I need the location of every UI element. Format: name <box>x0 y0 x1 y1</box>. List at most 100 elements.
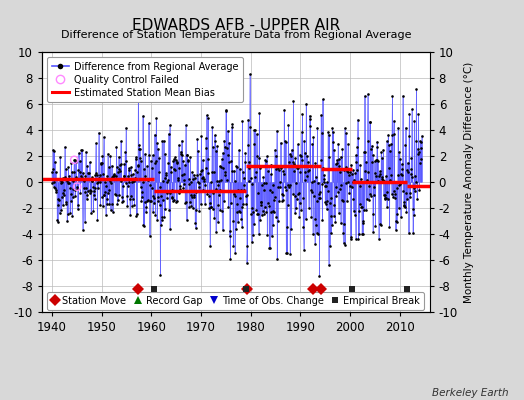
Point <box>110 172 118 178</box>
Point <box>211 138 219 144</box>
Point <box>331 166 339 172</box>
Point <box>391 191 399 197</box>
Point <box>74 206 82 212</box>
Point <box>139 112 147 119</box>
Point <box>138 188 146 195</box>
Point <box>271 152 280 159</box>
Point <box>388 132 396 139</box>
Point <box>375 172 384 179</box>
Point <box>126 193 135 199</box>
Point <box>388 93 397 99</box>
Point <box>319 164 328 171</box>
Point <box>219 150 227 156</box>
Point <box>183 157 192 163</box>
Point <box>291 155 300 161</box>
Point <box>244 117 253 123</box>
Point <box>316 156 325 163</box>
Point <box>407 154 416 161</box>
Point <box>404 169 412 175</box>
Point <box>394 172 402 178</box>
Point <box>328 222 336 228</box>
Point <box>381 196 389 202</box>
Point <box>253 153 261 160</box>
Point <box>407 166 415 172</box>
Point <box>243 192 251 198</box>
Point <box>103 172 111 179</box>
Point <box>193 172 201 178</box>
Point <box>257 198 265 205</box>
Point <box>258 182 267 188</box>
Point <box>198 175 206 182</box>
Point <box>124 165 133 172</box>
Point <box>50 148 59 154</box>
Point <box>131 167 139 174</box>
Point <box>153 216 161 223</box>
Point <box>307 214 315 220</box>
Point <box>105 164 113 170</box>
Point <box>334 210 343 216</box>
Point <box>391 227 400 233</box>
Point <box>166 190 174 197</box>
Point <box>406 190 414 196</box>
Point <box>281 184 289 190</box>
Point <box>308 188 316 195</box>
Point <box>292 196 301 202</box>
Point <box>187 192 195 198</box>
Point <box>126 196 134 202</box>
Point <box>96 178 104 185</box>
Point <box>223 145 231 152</box>
Point <box>70 157 79 163</box>
Point <box>80 184 88 191</box>
Point <box>179 170 188 177</box>
Point <box>90 188 99 194</box>
Point <box>140 223 148 229</box>
Point <box>353 143 362 150</box>
Point <box>359 149 368 155</box>
Point <box>117 178 126 184</box>
Point <box>75 176 83 182</box>
Point <box>312 230 321 236</box>
Point <box>259 174 267 180</box>
Point <box>255 155 263 161</box>
Point <box>203 156 212 162</box>
Point <box>395 149 403 155</box>
Point <box>246 175 255 182</box>
Point <box>99 171 107 177</box>
Point <box>75 158 84 165</box>
Point <box>299 195 307 202</box>
Point <box>397 214 405 220</box>
Point <box>113 200 122 207</box>
Point <box>323 179 332 186</box>
Point <box>118 198 127 204</box>
Point <box>342 130 350 136</box>
Point <box>60 186 68 193</box>
Point <box>226 256 235 262</box>
Point <box>127 164 135 170</box>
Point <box>277 164 285 170</box>
Point <box>411 172 419 179</box>
Point <box>58 194 66 200</box>
Point <box>141 209 150 215</box>
Point <box>186 154 194 160</box>
Point <box>361 149 369 155</box>
Point <box>326 195 335 201</box>
Point <box>139 222 148 229</box>
Point <box>239 175 248 181</box>
Point <box>417 144 425 151</box>
Point <box>204 170 212 176</box>
Point <box>248 205 257 212</box>
Point <box>250 173 259 180</box>
Point <box>127 172 136 179</box>
Point <box>132 155 140 162</box>
Point <box>230 167 238 174</box>
Point <box>384 132 392 138</box>
Point <box>201 165 210 171</box>
Point <box>411 188 419 194</box>
Point <box>320 176 328 182</box>
Point <box>103 196 112 203</box>
Point <box>310 178 318 184</box>
Point <box>113 164 121 170</box>
Point <box>296 199 304 206</box>
Point <box>320 179 328 186</box>
Point <box>104 150 112 157</box>
